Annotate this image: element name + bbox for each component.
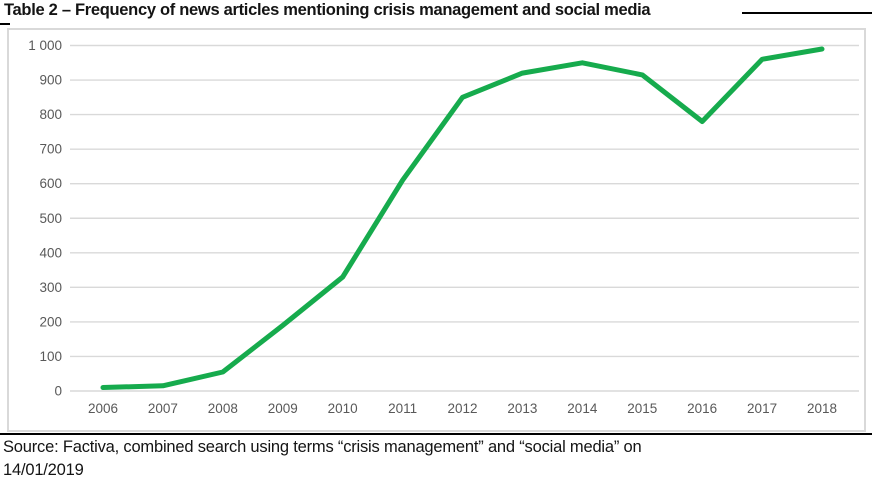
y-tick-label: 600 xyxy=(39,176,62,191)
x-tick-label: 2018 xyxy=(807,401,837,416)
y-tick-label: 400 xyxy=(39,245,62,260)
y-tick-label: 700 xyxy=(39,142,62,157)
x-tick-label: 2008 xyxy=(208,401,238,416)
y-tick-label: 0 xyxy=(54,384,62,399)
left-border-mark xyxy=(0,23,10,25)
source-note: Source: Factiva, combined search using t… xyxy=(3,436,642,482)
y-tick-label: 1 000 xyxy=(28,38,62,53)
x-tick-label: 2016 xyxy=(687,401,717,416)
bottom-separator-rule xyxy=(0,433,872,435)
x-tick-label: 2009 xyxy=(268,401,298,416)
top-border-rule xyxy=(742,12,872,14)
data-series-line xyxy=(100,46,825,390)
x-tick-label: 2017 xyxy=(747,401,777,416)
y-tick-label: 500 xyxy=(39,211,62,226)
y-tick-label: 100 xyxy=(39,349,62,364)
x-tick-label: 2014 xyxy=(567,401,598,416)
source-line-1: Source: Factiva, combined search using t… xyxy=(3,438,642,456)
x-tick-label: 2006 xyxy=(88,401,118,416)
y-tick-label: 300 xyxy=(39,280,62,295)
table-caption: Table 2 – Frequency of news articles men… xyxy=(4,1,651,19)
y-tick-label: 200 xyxy=(39,314,62,329)
x-tick-label: 2010 xyxy=(328,401,358,416)
source-line-2: 14/01/2019 xyxy=(3,461,84,479)
x-tick-label: 2011 xyxy=(388,401,417,416)
x-tick-label: 2012 xyxy=(447,401,477,416)
chart-frame xyxy=(7,28,866,432)
y-tick-label: 900 xyxy=(39,73,62,88)
x-tick-label: 2015 xyxy=(627,401,657,416)
x-tick-label: 2007 xyxy=(148,401,178,416)
y-tick-label: 800 xyxy=(39,107,62,122)
x-tick-label: 2013 xyxy=(507,401,537,416)
